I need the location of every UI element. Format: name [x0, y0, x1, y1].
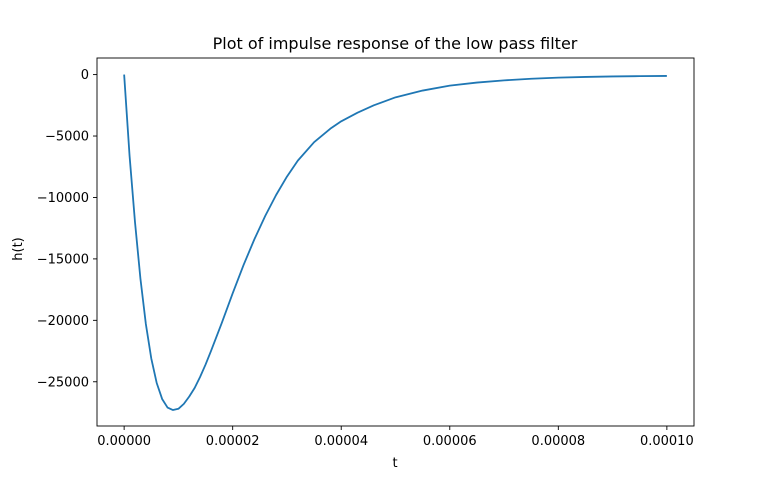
- y-axis-ticks: 0 −5000 −10000 −15000 −20000 −25000: [37, 68, 97, 390]
- y-tick-label-3: −15000: [37, 252, 89, 267]
- series-line-0: [123, 74, 667, 411]
- plot-area: [96, 57, 695, 427]
- y-tick-label-4: −20000: [37, 314, 89, 329]
- y-axis-label: h(t): [11, 237, 26, 260]
- x-tick-label-2: 0.00004: [314, 434, 368, 449]
- x-tick-label-4: 0.00008: [531, 434, 585, 449]
- y-tick-label-1: −5000: [45, 130, 89, 145]
- x-tick-label-1: 0.00002: [206, 434, 260, 449]
- x-tick-label-5: 0.00010: [640, 434, 694, 449]
- x-tick-label-0: 0.00000: [97, 434, 151, 449]
- x-tick-label-3: 0.00006: [423, 434, 477, 449]
- chart-title: Plot of impulse response of the low pass…: [213, 34, 578, 53]
- x-axis-label: t: [392, 456, 397, 471]
- y-tick-label-2: −10000: [37, 191, 89, 206]
- y-tick-label-0: 0: [81, 68, 89, 83]
- x-axis-ticks: 0.00000 0.00002 0.00004 0.00006 0.00008 0.000…: [97, 426, 694, 449]
- y-tick-label-5: −25000: [37, 375, 89, 390]
- plot-frame: [96, 57, 695, 427]
